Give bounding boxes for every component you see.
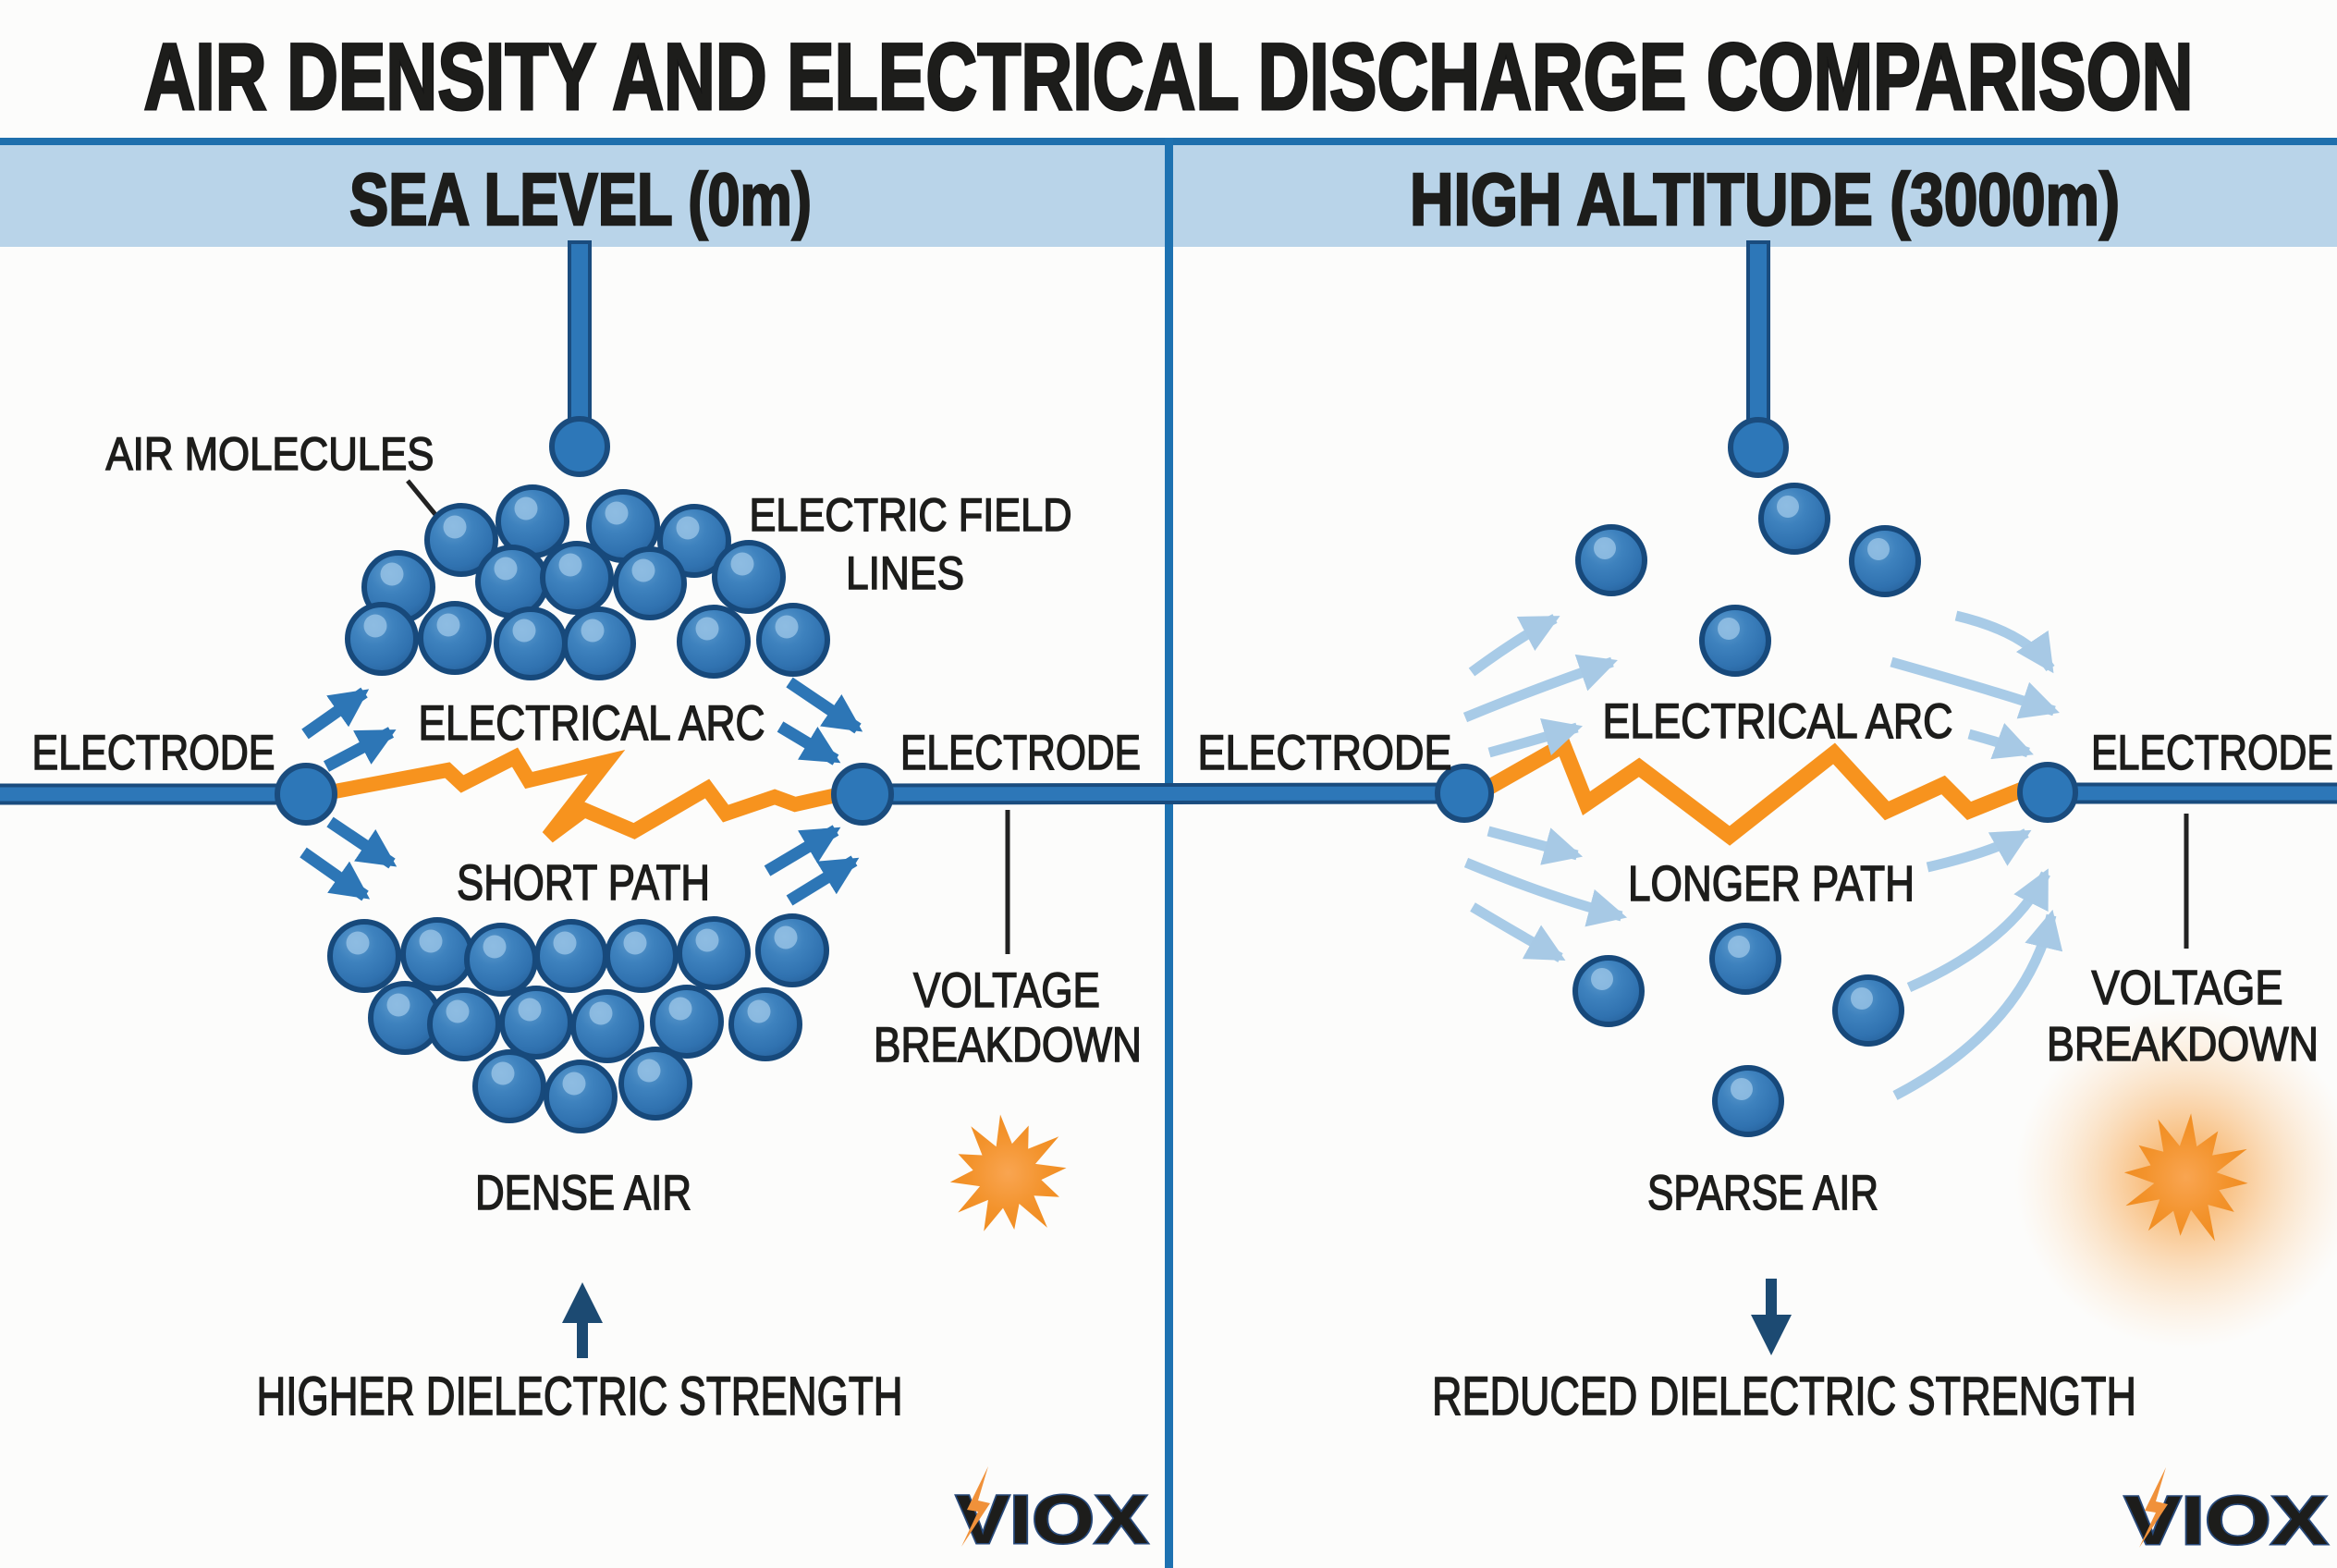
svg-text:VOLTAGE: VOLTAGE [913,963,1100,1018]
svg-text:AIR MOLECULES: AIR MOLECULES [106,428,434,480]
svg-text:SHORT PATH: SHORT PATH [457,855,710,911]
svg-text:ELECTRIC FIELD: ELECTRIC FIELD [750,489,1072,541]
svg-text:REDUCED DIELECTRIC STRENGTH: REDUCED DIELECTRIC STRENGTH [1432,1366,2136,1427]
svg-text:BREAKDOWN: BREAKDOWN [874,1018,1142,1072]
svg-text:ELECTRICAL ARC: ELECTRICAL ARC [1603,694,1953,749]
svg-text:ELECTRICAL ARC: ELECTRICAL ARC [419,696,765,751]
svg-text:HIGHER DIELECTRIC STRENGTH: HIGHER DIELECTRIC STRENGTH [257,1366,903,1427]
svg-text:ELECTRODE: ELECTRODE [2091,726,2333,780]
svg-text:LONGER PATH: LONGER PATH [1628,856,1915,912]
svg-text:ELECTRODE: ELECTRODE [900,726,1141,780]
svg-text:ELECTRODE: ELECTRODE [32,726,275,780]
svg-text:SPARSE AIR: SPARSE AIR [1647,1166,1878,1220]
svg-text:LINES: LINES [846,547,964,599]
svg-text:AIR DENSITY AND ELECTRICAL DIS: AIR DENSITY AND ELECTRICAL DISCHARGE COM… [144,24,2194,129]
svg-text:ELECTRODE: ELECTRODE [1198,726,1452,780]
svg-text:HIGH ALTITUDE (3000m): HIGH ALTITUDE (3000m) [1410,158,2120,240]
svg-text:VIOX: VIOX [956,1481,1148,1558]
svg-text:DENSE AIR: DENSE AIR [475,1166,691,1220]
svg-text:VOLTAGE: VOLTAGE [2092,962,2283,1015]
svg-text:BREAKDOWN: BREAKDOWN [2047,1018,2319,1072]
svg-text:SEA LEVEL (0m): SEA LEVEL (0m) [349,158,812,240]
